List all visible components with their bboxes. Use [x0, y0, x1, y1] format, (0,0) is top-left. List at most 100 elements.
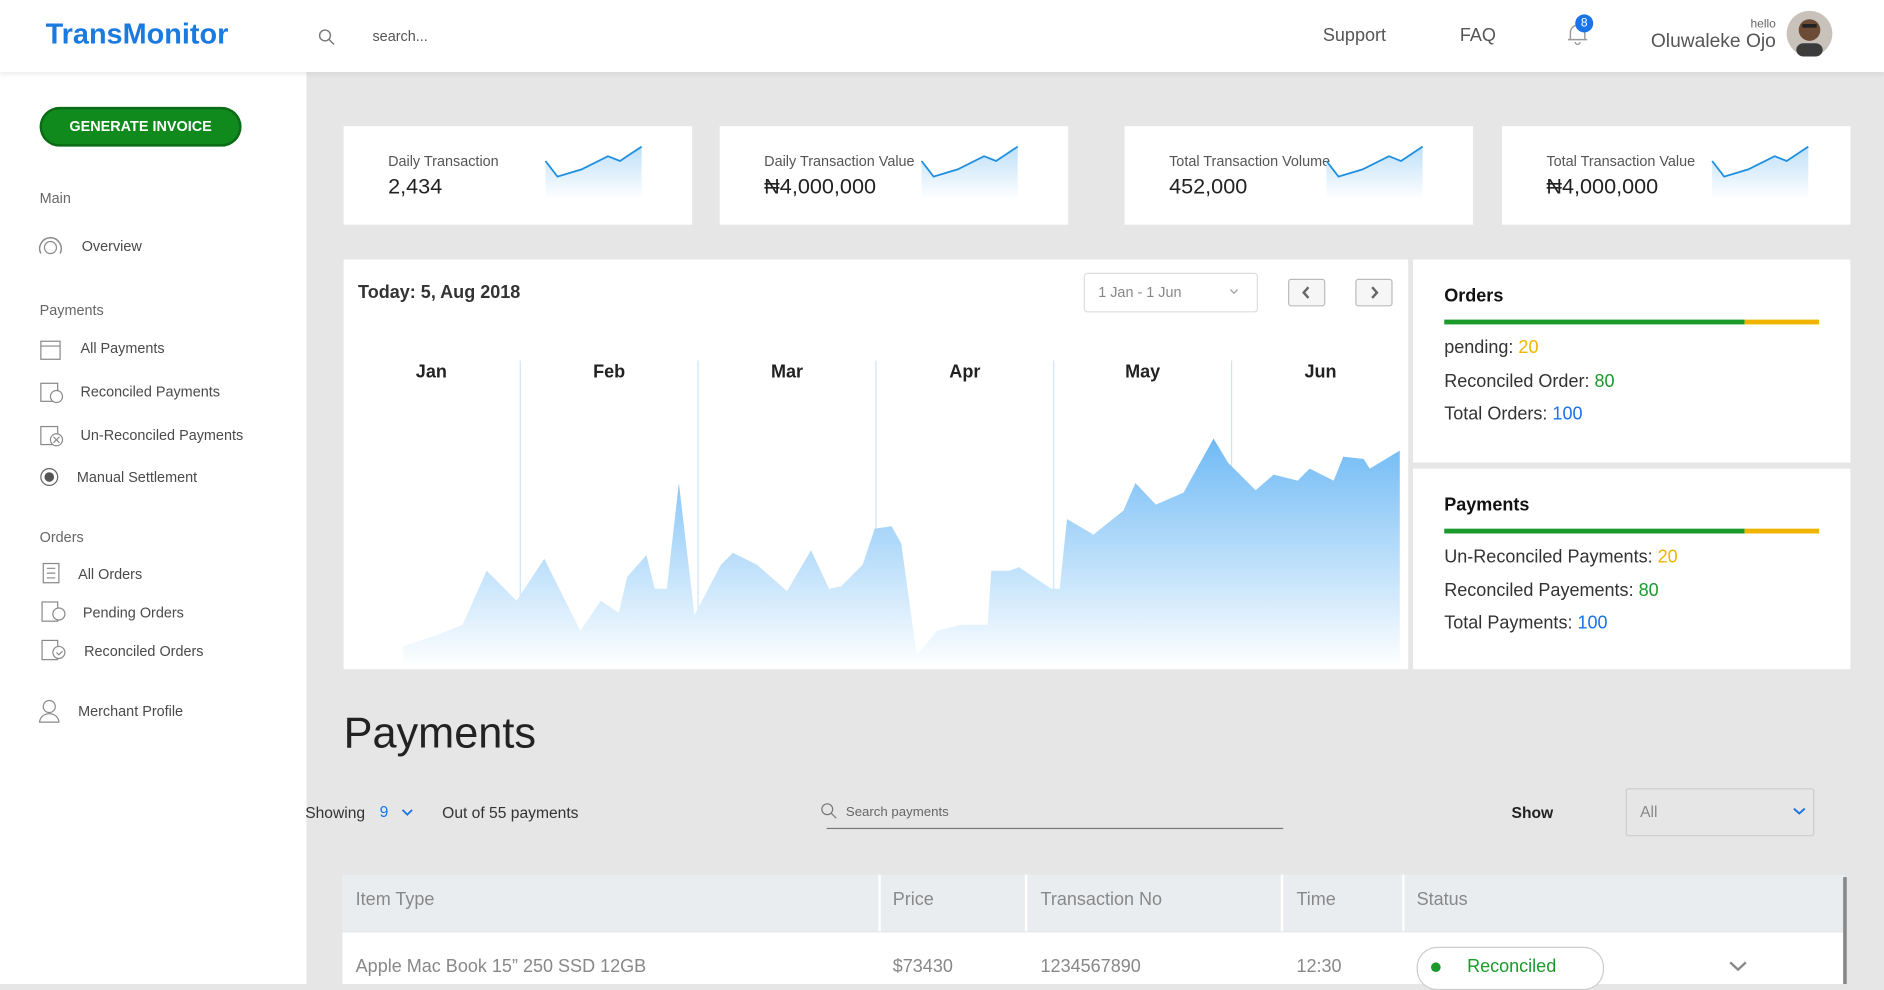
search-input[interactable]: search...: [372, 27, 428, 45]
column-separator: [1280, 874, 1284, 932]
show-value: All: [1640, 802, 1658, 821]
summary-label: Total Payments:: [1444, 612, 1573, 634]
showing-count[interactable]: 9: [379, 802, 389, 821]
column-separator: [1024, 874, 1028, 932]
icon: [38, 237, 62, 255]
search-icon: [318, 29, 335, 45]
stat-label: Daily Transaction Value: [764, 152, 915, 170]
chart-title: Today: 5, Aug 2018: [358, 282, 521, 303]
next-button[interactable]: [1355, 278, 1393, 307]
cell: Apple Mac Book 15” 250 SSD 12GB: [355, 956, 647, 977]
scrollbar: [1843, 877, 1847, 985]
cell: $73430: [892, 956, 953, 977]
total-text: Out of 55 payments: [442, 803, 579, 822]
sparkline: [920, 145, 1019, 200]
progress-green: [1444, 528, 1745, 534]
nav-item[interactable]: Reconciled Payments: [80, 383, 220, 401]
nav-item[interactable]: Un-Reconciled Payments: [80, 426, 244, 444]
show-label: Show: [1511, 803, 1554, 822]
section-label: Payments: [39, 301, 104, 319]
progress-yellow: [1744, 319, 1820, 325]
stat-label: Daily Transaction: [388, 152, 499, 170]
avatar[interactable]: [1786, 10, 1833, 57]
nav-item[interactable]: Reconciled Orders: [84, 642, 204, 660]
logo[interactable]: TransMonitor: [45, 18, 229, 51]
sidebar: [0, 72, 307, 985]
summary-row: Total Payments: 100: [1444, 612, 1607, 636]
summary-row: Reconciled Payements: 80: [1444, 579, 1658, 603]
column-header: Time: [1296, 889, 1336, 910]
nav-item[interactable]: Merchant Profile: [78, 702, 184, 720]
nav-link[interactable]: Support: [1322, 25, 1387, 46]
month-label: Mar: [770, 361, 804, 383]
stat-value: ₦4,000,000: [764, 174, 877, 199]
summary-label: pending:: [1444, 337, 1514, 359]
search-underline: [826, 827, 1284, 830]
greeting: hello: [1750, 18, 1776, 32]
stat-value: 452,000: [1169, 174, 1248, 199]
icon: [41, 639, 66, 661]
cell: 12:30: [1296, 956, 1342, 977]
month-label: Jun: [1304, 361, 1337, 383]
month-label: Feb: [593, 361, 626, 383]
summary-row: pending: 20: [1444, 336, 1538, 360]
summary-row: Total Orders: 100: [1444, 403, 1582, 427]
summary-value: 100: [1552, 403, 1583, 425]
summary-value: 20: [1657, 546, 1678, 568]
payments-panel: [1412, 468, 1851, 670]
showing-label: Showing: [305, 803, 366, 822]
orders-panel: [1412, 259, 1851, 463]
sparkline: [1325, 145, 1424, 200]
summary-label: Reconciled Order:: [1444, 370, 1590, 392]
payments-search[interactable]: Search payments: [845, 805, 949, 820]
table-header: [342, 874, 1845, 932]
icon: [41, 601, 66, 622]
stat-value: ₦4,000,000: [1546, 174, 1659, 199]
cell: 1234567890: [1040, 956, 1141, 977]
icon: [40, 425, 64, 447]
user-name[interactable]: Oluwaleke Ojo: [1650, 31, 1776, 52]
summary-label: Un-Reconciled Payments:: [1444, 546, 1653, 568]
column-header: Transaction No: [1040, 889, 1163, 910]
summary-value: 100: [1577, 612, 1608, 634]
nav-item[interactable]: All Payments: [80, 340, 165, 357]
summary-value: 80: [1638, 579, 1659, 601]
status-dot: [1431, 962, 1441, 973]
nav-item[interactable]: Overview: [81, 237, 142, 255]
date-range-select[interactable]: [1083, 272, 1259, 313]
nav-item[interactable]: Manual Settlement: [76, 468, 198, 486]
prev-button[interactable]: [1288, 278, 1326, 307]
summary-label: Reconciled Payements:: [1444, 579, 1634, 601]
expand-chevron[interactable]: [1729, 961, 1747, 972]
nav-item[interactable]: Pending Orders: [82, 604, 184, 622]
search-icon: [821, 803, 837, 819]
show-select[interactable]: [1625, 788, 1815, 837]
icon: [42, 562, 60, 584]
column-header: Price: [892, 889, 934, 910]
date-range: 1 Jan - 1 Jun: [1098, 283, 1182, 301]
summary-row: Reconciled Order: 80: [1444, 369, 1614, 393]
nav-link[interactable]: FAQ: [1459, 25, 1496, 46]
generate-invoice-button[interactable]: GENERATE INVOICE: [39, 106, 242, 147]
column-header: Item Type: [355, 889, 435, 910]
stat-value: 2,434: [388, 174, 443, 199]
section-label: Main: [39, 189, 71, 207]
sparkline: [544, 145, 643, 200]
payments-heading: Payments: [343, 707, 536, 757]
icon: [40, 340, 61, 360]
chevron: [1793, 807, 1806, 815]
month-label: Jan: [415, 361, 447, 383]
nav-item[interactable]: All Orders: [78, 565, 143, 583]
stat-label: Total Transaction Volume: [1169, 152, 1331, 170]
column-separator: [878, 874, 881, 932]
month-label: Apr: [949, 361, 981, 383]
section-label: Orders: [39, 528, 84, 546]
icon: [40, 382, 64, 404]
progress-yellow: [1744, 528, 1820, 534]
stat-label: Total Transaction Value: [1546, 152, 1696, 170]
chevron[interactable]: [401, 809, 413, 817]
icon: [39, 699, 60, 723]
